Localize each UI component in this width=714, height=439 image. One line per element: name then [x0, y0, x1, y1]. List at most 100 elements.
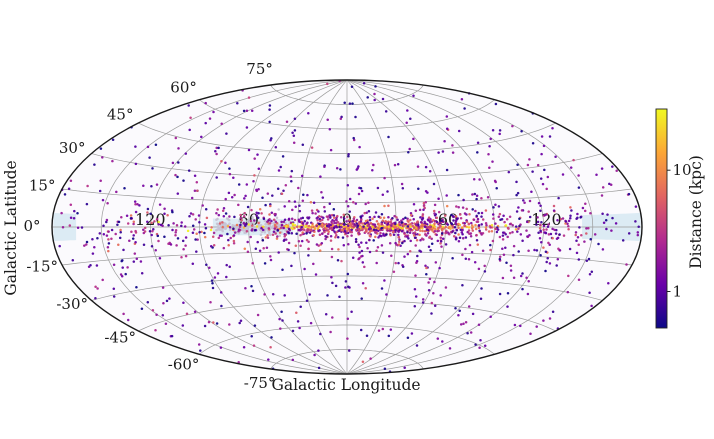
data-point	[269, 255, 272, 258]
data-point	[470, 227, 474, 230]
data-point	[418, 233, 421, 237]
population-distant-yellow-sources	[157, 220, 508, 233]
data-point	[390, 254, 393, 258]
data-point	[181, 239, 185, 243]
data-point	[458, 236, 462, 239]
data-point	[356, 224, 360, 227]
data-point	[583, 209, 587, 213]
data-point	[346, 317, 350, 320]
data-point	[477, 323, 481, 326]
data-point	[517, 227, 520, 230]
data-point	[204, 101, 207, 105]
data-point	[558, 249, 562, 252]
data-point	[232, 176, 235, 180]
data-point	[301, 216, 305, 220]
data-point	[361, 261, 365, 264]
data-point	[362, 82, 366, 85]
data-point	[366, 96, 369, 99]
data-point	[481, 218, 485, 221]
data-point	[539, 223, 542, 227]
data-point	[260, 226, 263, 230]
data-point	[246, 250, 250, 253]
data-point	[412, 226, 416, 230]
data-point	[381, 193, 385, 196]
data-point	[168, 241, 171, 245]
data-point	[350, 310, 353, 314]
data-point	[499, 218, 502, 222]
data-point	[222, 215, 226, 218]
data-point	[360, 241, 363, 244]
data-point	[398, 238, 401, 241]
data-point	[503, 220, 506, 224]
data-point	[282, 189, 285, 193]
data-point	[376, 186, 380, 190]
data-point	[408, 231, 412, 234]
data-point	[580, 233, 583, 237]
data-point	[401, 241, 404, 245]
data-point	[358, 227, 361, 231]
data-point	[270, 336, 273, 339]
data-point	[504, 246, 507, 249]
data-point	[366, 247, 369, 250]
data-point	[495, 186, 498, 190]
data-point	[196, 189, 199, 193]
data-point	[474, 343, 477, 346]
data-point	[387, 216, 390, 219]
data-point	[407, 150, 410, 154]
data-point	[397, 233, 400, 237]
data-point	[454, 231, 457, 235]
data-point	[119, 230, 122, 234]
data-point	[358, 232, 361, 236]
data-point	[276, 187, 280, 191]
data-point	[352, 138, 356, 142]
data-point	[244, 286, 247, 290]
data-point	[451, 144, 454, 147]
data-point	[218, 222, 222, 225]
data-point	[123, 186, 126, 190]
data-point	[427, 216, 431, 219]
data-point	[222, 207, 226, 210]
data-point	[433, 212, 436, 215]
data-point	[209, 244, 213, 248]
data-point	[374, 211, 378, 214]
data-point	[364, 222, 367, 225]
data-point	[406, 336, 410, 340]
data-point	[85, 202, 89, 206]
data-point	[351, 222, 355, 225]
data-point	[126, 266, 129, 269]
data-point	[473, 261, 477, 264]
data-point	[95, 264, 99, 267]
data-point	[551, 126, 554, 130]
data-point	[480, 215, 483, 218]
data-point	[264, 222, 267, 226]
data-point	[117, 243, 120, 247]
data-point	[476, 141, 480, 144]
data-point	[475, 197, 478, 201]
data-point	[98, 189, 102, 193]
data-point	[461, 233, 464, 236]
data-point	[491, 239, 495, 243]
data-point	[171, 228, 174, 232]
data-point	[300, 225, 303, 229]
data-point	[279, 165, 282, 169]
data-point	[303, 228, 306, 232]
data-point	[494, 102, 498, 106]
data-point	[554, 232, 558, 235]
data-point	[255, 189, 259, 193]
data-point	[334, 221, 338, 225]
data-point	[152, 228, 155, 231]
data-point	[287, 248, 290, 252]
data-point	[421, 224, 425, 227]
data-point	[346, 272, 350, 276]
data-point	[377, 329, 381, 332]
data-point	[195, 250, 198, 253]
data-point	[491, 213, 495, 216]
data-point	[428, 170, 432, 173]
data-point	[611, 165, 614, 168]
data-point	[601, 186, 605, 189]
data-point	[422, 208, 425, 212]
data-point	[158, 203, 162, 206]
data-point	[107, 249, 110, 253]
data-point	[363, 211, 366, 215]
data-point	[420, 218, 424, 221]
